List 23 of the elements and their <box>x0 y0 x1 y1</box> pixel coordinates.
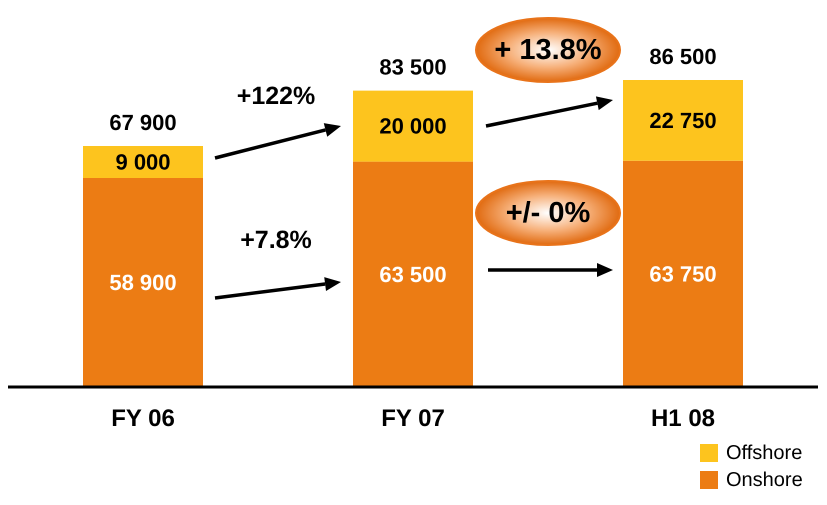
bar <box>353 90 473 162</box>
data-label: 58 900 <box>109 270 177 295</box>
bar <box>623 80 743 161</box>
data-label: 22 750 <box>649 108 717 133</box>
data-label: 63 500 <box>379 262 447 287</box>
data-label: 63 750 <box>649 261 717 286</box>
annotation: +7.8% <box>240 226 312 254</box>
total-label: 83 500 <box>379 54 447 80</box>
data-label: 9 000 <box>115 149 171 174</box>
legend-label: Onshore <box>726 469 803 491</box>
x-tick-label: FY 06 <box>111 405 175 432</box>
text: + 13.8% <box>494 34 602 66</box>
x-tick-label: H1 08 <box>650 405 716 432</box>
total-label: 86 500 <box>649 44 717 69</box>
bar <box>83 178 203 387</box>
bar <box>623 160 743 387</box>
data-label: 20 000 <box>379 114 447 139</box>
x-tick-label: FY 07 <box>381 405 445 432</box>
annotation: +/- 0% <box>506 197 591 229</box>
annotation: +122% <box>236 82 316 110</box>
bar <box>353 162 473 387</box>
total-label: 67 900 <box>109 110 177 136</box>
legend-label: Offshore <box>726 442 802 464</box>
